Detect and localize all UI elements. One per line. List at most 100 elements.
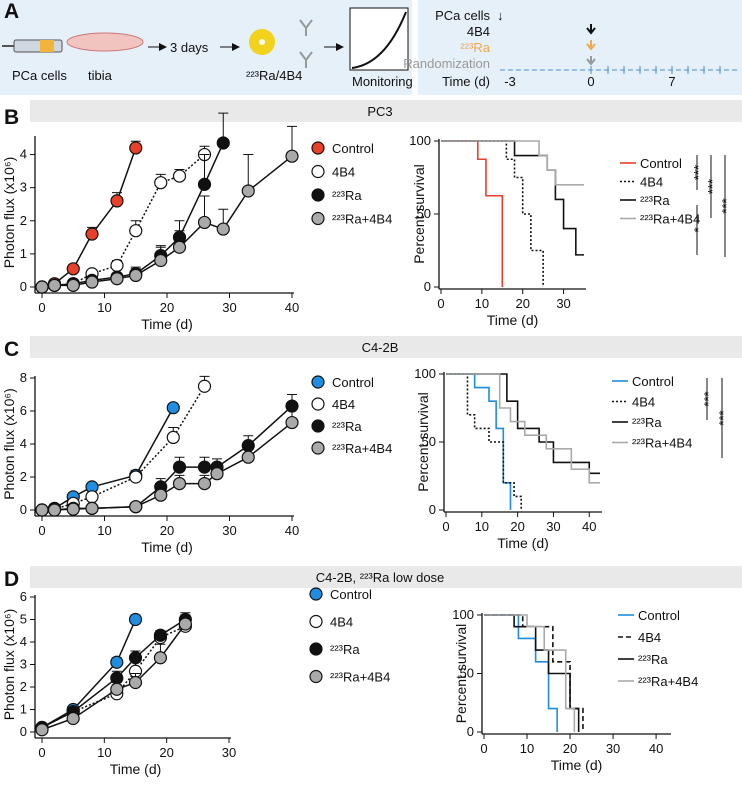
marker xyxy=(128,675,143,690)
y-tick-label: 50 xyxy=(422,434,436,449)
section-title: C4-2B xyxy=(362,340,399,355)
marker xyxy=(35,723,49,737)
y-tick-label: 4 xyxy=(20,147,27,162)
marker xyxy=(154,488,168,502)
marker xyxy=(166,401,180,415)
timeline-text: PCa cells xyxy=(435,8,490,23)
marker xyxy=(197,177,212,191)
marker xyxy=(85,275,99,289)
marker xyxy=(35,503,49,517)
marker xyxy=(153,651,168,665)
significance-label: *** xyxy=(691,165,706,180)
series-line xyxy=(41,142,224,288)
x-tick-label: 30 xyxy=(222,523,236,538)
legend-marker xyxy=(309,642,323,656)
legend-marker xyxy=(309,587,323,601)
x-tick-label: 10 xyxy=(520,741,534,756)
marker xyxy=(110,194,124,208)
series-line xyxy=(41,619,137,729)
y-tick-label: 0 xyxy=(424,279,431,294)
x-tick-label: 0 xyxy=(437,296,444,311)
series-line xyxy=(41,153,205,288)
y-tick-label: 0 xyxy=(20,502,27,517)
syringe-cells xyxy=(40,40,54,52)
legend-label: ²²³Ra xyxy=(332,188,362,203)
y-axis-label: Percent survival xyxy=(411,164,427,264)
panel-label: D xyxy=(4,568,19,591)
y-tick-label: 8 xyxy=(20,370,27,385)
legend-label: 4B4 xyxy=(632,395,655,410)
schematic-text: PCa cells xyxy=(12,68,67,83)
timeline-ticks xyxy=(590,66,721,74)
marker xyxy=(129,470,143,484)
x-tick-label: 20 xyxy=(510,519,524,534)
y-tick-label: 1 xyxy=(20,702,27,717)
schematic-text: tibia xyxy=(88,68,113,83)
legend-label: ²²³Ra xyxy=(632,415,662,430)
y-tick-label: 2 xyxy=(20,679,27,694)
y-tick-label: 6 xyxy=(20,403,27,418)
y-tick-label: 100 xyxy=(452,607,474,622)
x-tick-label: 20 xyxy=(160,523,174,538)
section-title: PC3 xyxy=(367,104,392,119)
y-tick-label: 5 xyxy=(20,612,27,627)
tibia-icon xyxy=(66,32,144,52)
y-axis-label: Percent survival xyxy=(453,624,469,724)
legend-marker xyxy=(311,441,325,455)
marker xyxy=(241,184,255,198)
x-tick-label: 10 xyxy=(97,300,111,315)
legend-label: Control xyxy=(332,141,374,156)
timeline-arrow: ↓ xyxy=(497,8,504,23)
marker xyxy=(66,262,80,276)
legend-marker xyxy=(309,614,323,629)
x-tick-label: 0 xyxy=(38,523,45,538)
marker xyxy=(285,415,299,430)
x-tick-label: 10 xyxy=(475,519,489,534)
survival-curve xyxy=(446,373,600,475)
legend-label: Control xyxy=(330,587,372,602)
section-bar xyxy=(30,100,742,122)
marker xyxy=(66,711,80,726)
timeline-arrow xyxy=(586,56,596,66)
timeline-tick-label: 7 xyxy=(668,74,675,89)
marker xyxy=(128,651,143,665)
x-tick-label: 40 xyxy=(285,523,299,538)
survival-curve xyxy=(446,373,600,484)
x-tick-label: 0 xyxy=(480,741,487,756)
marker xyxy=(129,500,143,514)
y-tick-label: 50 xyxy=(417,206,431,221)
x-tick-label: 20 xyxy=(515,296,529,311)
legend-marker xyxy=(309,669,323,684)
marker xyxy=(172,477,187,491)
marker xyxy=(172,169,187,183)
legend-marker xyxy=(311,375,325,389)
y-axis-label: Photon flux (x10⁶) xyxy=(1,388,17,500)
timeline-background xyxy=(418,0,742,95)
syringe xyxy=(13,39,63,53)
legend-label: ²²³Ra xyxy=(332,419,362,434)
timeline-tick-label: 0 xyxy=(587,74,594,89)
schematic-text: Monitoring xyxy=(352,74,413,89)
legend-marker xyxy=(311,397,325,411)
x-tick-label: 30 xyxy=(556,296,570,311)
marker xyxy=(154,176,168,190)
legend-label: 4B4 xyxy=(332,397,355,412)
marker xyxy=(197,379,212,393)
legend-label: 4B4 xyxy=(332,165,355,180)
timeline-tick-label: -3 xyxy=(504,74,516,89)
y-tick-label: 100 xyxy=(409,133,431,148)
legend-label: Control xyxy=(638,608,680,623)
y-tick-label: 6 xyxy=(20,589,27,604)
marker xyxy=(197,215,212,230)
antibody-icon xyxy=(299,19,313,68)
x-tick-label: 40 xyxy=(649,741,663,756)
y-tick-label: 3 xyxy=(20,657,27,672)
marker xyxy=(110,682,124,696)
marker xyxy=(128,612,143,627)
marker xyxy=(85,227,99,241)
marker xyxy=(66,278,80,292)
x-tick-label: 10 xyxy=(97,523,111,538)
legend-label: ²²³Ra+4B4 xyxy=(330,670,390,685)
y-tick-label: 0 xyxy=(467,724,474,739)
marker xyxy=(35,280,49,294)
